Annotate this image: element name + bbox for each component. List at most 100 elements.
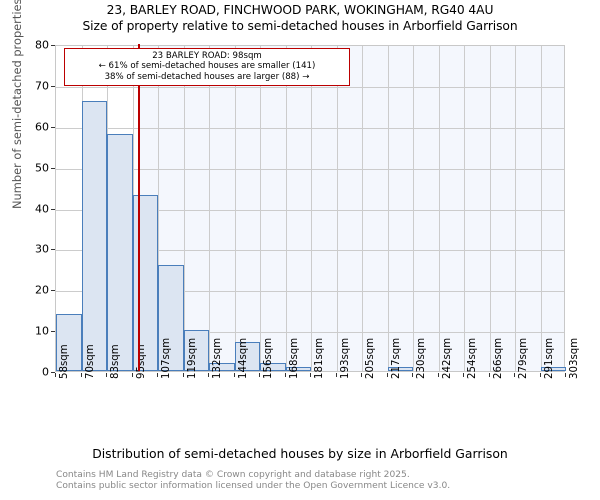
y-tick-mark-60: [51, 126, 55, 128]
bar-119-132: [184, 330, 209, 371]
larger-properties-shaded-region: [139, 46, 564, 371]
x-tick-mark-254sqm: [463, 373, 464, 377]
x-tick-mark-168sqm: [285, 373, 286, 377]
y-tick-mark-40: [51, 208, 55, 210]
x-tick-mark-83sqm: [106, 373, 107, 377]
gridline-x-14: [413, 46, 414, 371]
x-tick-mark-144sqm: [234, 373, 235, 377]
x-tick-label-193sqm: 193sqm: [339, 337, 351, 379]
bar-132-144: [209, 362, 235, 371]
x-tick-label-242sqm: 242sqm: [441, 337, 453, 379]
y-tick-mark-30: [51, 249, 55, 251]
x-tick-label-132sqm: 132sqm: [212, 337, 223, 379]
y-tick-label-40: 40: [35, 202, 49, 215]
bar-83-95: [107, 133, 133, 371]
x-tick-mark-95sqm: [132, 373, 133, 377]
chart-subtitle: Size of property relative to semi-detach…: [82, 19, 518, 33]
x-tick-label-254sqm: 254sqm: [467, 337, 478, 379]
bar-58-70: [56, 313, 82, 371]
bar-291-303: [541, 366, 566, 371]
gridline-y-10: [56, 332, 564, 334]
gridline-x-7: [235, 46, 236, 371]
y-tick-mark-70: [51, 85, 55, 87]
x-tick-label-58sqm: 58sqm: [59, 344, 70, 379]
bar-95-107: [133, 195, 158, 371]
bar-70-83: [82, 101, 107, 371]
x-tick-label-83sqm: 83sqm: [110, 344, 121, 379]
gridline-y-60: [56, 127, 564, 129]
x-tick-label-156sqm: 156sqm: [263, 337, 274, 379]
y-tick-mark-50: [51, 167, 55, 169]
x-axis-title: Distribution of semi-detached houses by …: [92, 446, 508, 461]
y-tick-mark-0: [51, 372, 55, 373]
x-tick-label-107sqm: 107sqm: [161, 337, 172, 379]
gridline-x-17: [490, 46, 491, 371]
gridline-y-30: [56, 250, 564, 252]
y-tick-label-10: 10: [35, 324, 49, 338]
gridline-x-6: [209, 46, 210, 371]
x-tick-mark-242sqm: [438, 373, 439, 377]
x-tick-label-95sqm: 95sqm: [135, 344, 147, 379]
attribution-footer: Contains HM Land Registry data © Crown c…: [56, 470, 576, 492]
gridline-x-8: [260, 46, 261, 371]
y-tick-label-70: 70: [35, 79, 49, 93]
x-tick-label-266sqm: 266sqm: [492, 337, 504, 379]
y-tick-mark-80: [51, 45, 55, 46]
gridline-x-9: [286, 46, 287, 371]
x-tick-label-291sqm: 291sqm: [543, 337, 555, 379]
y-tick-mark-10: [51, 331, 55, 333]
x-tick-mark-291sqm: [540, 373, 541, 377]
y-tick-mark-20: [51, 290, 55, 292]
x-tick-mark-217sqm: [387, 373, 388, 377]
page-title: 23, BARLEY ROAD, FINCHWOOD PARK, WOKINGH…: [106, 3, 494, 17]
y-tick-label-30: 30: [35, 242, 49, 256]
histogram-bars: [56, 46, 566, 371]
y-tick-label-0: 0: [42, 365, 49, 379]
annotation-larger-pct: 38% of semi-detached houses are larger (…: [104, 71, 310, 82]
y-tick-label-60: 60: [35, 120, 49, 134]
x-tick-mark-107sqm: [157, 373, 158, 377]
x-tick-label-119sqm: 119sqm: [186, 337, 198, 379]
x-tick-label-217sqm: 217sqm: [390, 337, 402, 379]
x-tick-mark-230sqm: [412, 373, 413, 377]
property-marker-line: [138, 44, 141, 371]
x-tick-label-205sqm: 205sqm: [365, 337, 376, 379]
x-tick-mark-181sqm: [310, 373, 311, 377]
gridline-y-20: [56, 291, 564, 293]
x-tick-mark-279sqm: [514, 373, 515, 377]
plot-area: [55, 44, 566, 372]
y-tick-label-50: 50: [35, 161, 49, 175]
gridline-y-40: [56, 209, 564, 211]
footer-line-1: Contains HM Land Registry data © Crown c…: [56, 470, 410, 480]
x-tick-mark-119sqm: [183, 373, 184, 377]
gridline-x-18: [515, 46, 516, 371]
gridline-x-4: [158, 46, 159, 371]
gridline-x-19: [541, 46, 542, 371]
gridline-y-70: [56, 86, 564, 88]
gridline-x-12: [362, 46, 363, 371]
property-annotation-box: 23 BARLEY ROAD: 98sqm ← 61% of semi-deta…: [64, 48, 350, 87]
x-tick-mark-156sqm: [259, 373, 260, 377]
chart-title-block: 23, BARLEY ROAD, FINCHWOOD PARK, WOKINGH…: [0, 2, 600, 35]
bar-168-181: [286, 366, 311, 371]
x-tick-label-230sqm: 230sqm: [416, 337, 427, 379]
x-tick-mark-70sqm: [81, 373, 82, 377]
gridline-x-10: [311, 46, 312, 371]
x-tick-mark-132sqm: [208, 373, 209, 377]
bar-156-168: [260, 362, 286, 371]
x-tick-label-303sqm: 303sqm: [569, 337, 580, 379]
x-tick-mark-193sqm: [336, 373, 337, 377]
x-tick-mark-266sqm: [489, 373, 490, 377]
annotation-property-size: 23 BARLEY ROAD: 98sqm: [152, 51, 262, 61]
bar-144-156: [235, 342, 260, 371]
gridline-x-13: [388, 46, 389, 371]
x-tick-label-70sqm: 70sqm: [84, 344, 96, 379]
gridline-x-16: [464, 46, 465, 371]
x-tick-label-168sqm: 168sqm: [288, 337, 300, 379]
x-tick-label-279sqm: 279sqm: [518, 337, 529, 379]
gridline-x-15: [439, 46, 440, 371]
footer-line-2: Contains public sector information licen…: [56, 481, 451, 491]
gridline-x-5: [184, 46, 185, 371]
